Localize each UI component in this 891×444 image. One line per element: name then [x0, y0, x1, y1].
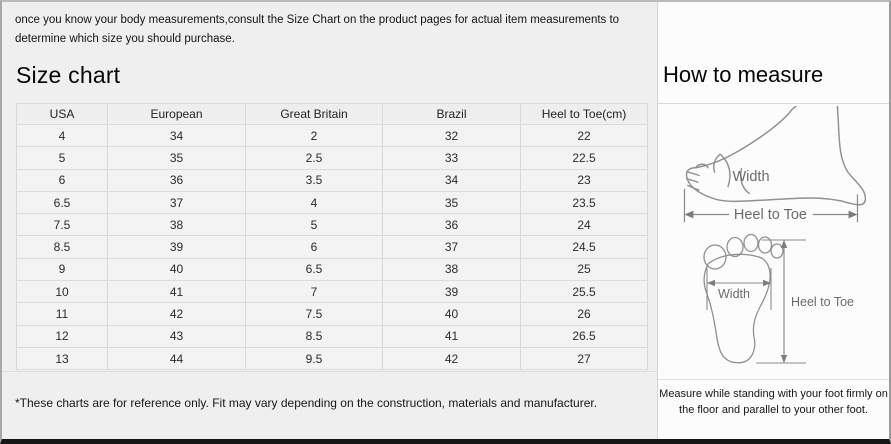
table-cell: 25: [520, 257, 648, 282]
table-cell: 39: [107, 235, 246, 259]
table-cell: 37: [382, 235, 521, 259]
how-to-measure-panel: How to measure: [657, 2, 889, 439]
top-heel-to-toe-label: Heel to Toe: [791, 295, 854, 309]
how-to-measure-title: How to measure: [663, 62, 824, 87]
table-row: 6 36 3.5 34 23: [16, 168, 648, 192]
side-width-label: Width: [732, 169, 769, 185]
table-row: 12 43 8.5 41 26.5: [16, 324, 648, 348]
heel-to-toe-vertical-arrowheads: [780, 240, 788, 363]
table-cell: 11: [16, 302, 108, 326]
table-cell: 9: [16, 257, 108, 282]
table-cell: 6: [16, 168, 108, 192]
table-row: 7.5 38 5 36 24: [16, 213, 648, 237]
table-cell: 13: [16, 346, 108, 371]
table-cell: 35: [382, 190, 521, 215]
table-cell: 8.5: [245, 324, 383, 348]
measure-arrowheads: [684, 210, 858, 219]
foot-top-outline: [703, 233, 784, 364]
table-cell: 23.5: [520, 190, 648, 215]
table-cell: 24: [520, 213, 648, 237]
table-cell: 26.5: [520, 324, 648, 348]
table-cell: 6.5: [245, 257, 383, 282]
table-cell: 2: [245, 123, 383, 148]
table-cell: 3.5: [245, 168, 383, 192]
top-width-label: Width: [718, 287, 750, 301]
table-cell: 36: [382, 213, 521, 237]
table-cell: 4: [16, 123, 108, 148]
table-cell: 38: [107, 213, 246, 237]
foot-side-view-diagram: Width Heel to Toe: [683, 106, 867, 223]
column-header: European: [107, 103, 246, 125]
right-bottom-divider: [658, 379, 889, 380]
column-header: USA: [16, 103, 108, 125]
table-cell: 39: [382, 280, 521, 304]
table-cell: 44: [107, 346, 246, 371]
table-cell: 9.5: [245, 346, 383, 371]
foot-top-view-diagram: Width Heel to Toe: [703, 233, 854, 364]
size-chart-title: Size chart: [16, 62, 121, 88]
table-row: 10 41 7 39 25.5: [16, 280, 648, 304]
column-header: Heel to Toe(cm): [520, 103, 648, 125]
table-cell: 42: [107, 302, 246, 326]
table-row: 13 44 9.5 42 27: [16, 346, 648, 371]
table-cell: 25.5: [520, 280, 648, 304]
table-cell: 41: [107, 280, 246, 304]
size-chart-panel: once you know your body measurements,con…: [2, 2, 657, 439]
table-cell: 6.5: [16, 190, 108, 215]
table-cell: 42: [382, 346, 521, 371]
column-header: Brazil: [382, 103, 521, 125]
width-measure-lines: [706, 268, 772, 310]
table-cell: 33: [382, 146, 521, 170]
table-cell: 2.5: [245, 146, 383, 170]
table-cell: 32: [382, 123, 521, 148]
table-row: 8.5 39 6 37 24.5: [16, 235, 648, 259]
reference-footnote: *These charts are for reference only. Fi…: [15, 396, 598, 410]
table-row: 6.5 37 4 35 23.5: [16, 190, 648, 215]
table-cell: 37: [107, 190, 246, 215]
table-row: 4 34 2 32 22: [16, 123, 648, 148]
table-row: 9 40 6.5 38 25: [16, 257, 648, 282]
table-cell: 12: [16, 324, 108, 348]
table-cell: 26: [520, 302, 648, 326]
table-cell: 34: [382, 168, 521, 192]
table-cell: 36: [107, 168, 246, 192]
table-cell: 40: [107, 257, 246, 282]
table-cell: 7.5: [245, 302, 383, 326]
column-header: Great Britain: [245, 103, 383, 125]
table-cell: 4: [245, 190, 383, 215]
foot-side-outline: [685, 106, 867, 206]
heel-to-toe-measure-lines: [683, 188, 859, 223]
table-cell: 24.5: [520, 235, 648, 259]
intro-text: once you know your body measurements,con…: [15, 14, 620, 45]
side-heel-to-toe-label: Heel to Toe: [734, 207, 807, 223]
table-cell: 27: [520, 346, 648, 371]
table-cell: 22: [520, 123, 648, 148]
table-cell: 35: [107, 146, 246, 170]
table-cell: 5: [245, 213, 383, 237]
table-cell: 10: [16, 280, 108, 304]
table-row: 5 35 2.5 33 22.5: [16, 146, 648, 170]
table-row: 11 42 7.5 40 26: [16, 302, 648, 326]
width-measure-arrowheads: [707, 279, 771, 287]
table-cell: 5: [16, 146, 108, 170]
right-top-divider: [658, 103, 889, 104]
table-cell: 6: [245, 235, 383, 259]
left-section-divider: [2, 371, 657, 372]
table-cell: 41: [382, 324, 521, 348]
table-cell: 43: [107, 324, 246, 348]
table-cell: 22.5: [520, 146, 648, 170]
table-cell: 38: [382, 257, 521, 282]
size-table-body: 4 34 2 32 22 5 35 2.5 33 22.5 6 36 3.5 34 23 6.5 37 4 35 23…: [16, 123, 648, 371]
table-cell: 7: [245, 280, 383, 304]
size-table-header-row: USA European Great Britain Brazil Heel to To…: [16, 103, 648, 125]
table-cell: 34: [107, 123, 246, 148]
table-cell: 8.5: [16, 235, 108, 259]
measure-instruction-note: Measure while standing with your foot fi…: [659, 388, 888, 416]
table-cell: 23: [520, 168, 648, 192]
size-table: USA European Great Britain Brazil Heel to To…: [16, 103, 648, 371]
table-cell: 7.5: [16, 213, 108, 237]
table-cell: 40: [382, 302, 521, 326]
